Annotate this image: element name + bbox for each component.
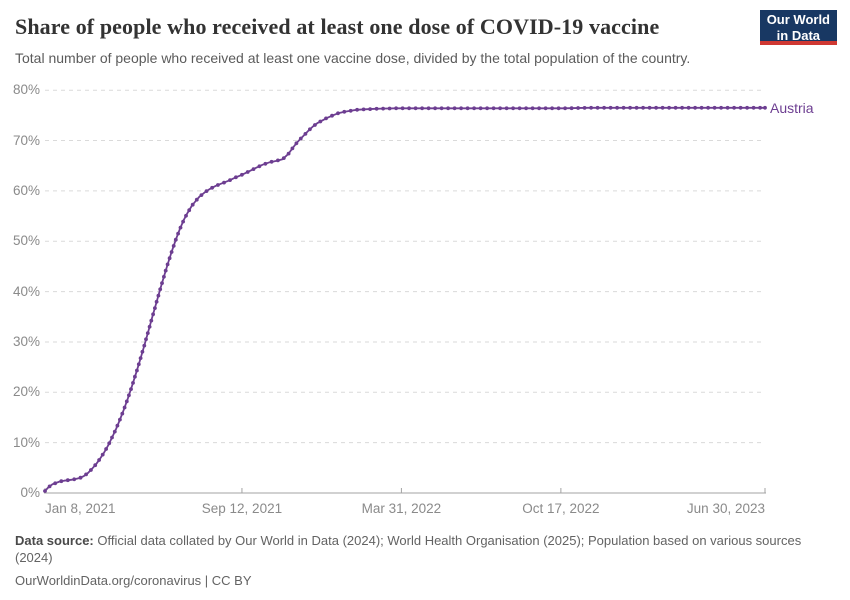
series-label-austria: Austria — [770, 99, 814, 116]
data-source-text: Official data collated by Our World in D… — [97, 533, 802, 548]
y-tick-label: 60% — [12, 182, 40, 198]
y-tick-label: 80% — [12, 82, 40, 98]
y-tick-label: 20% — [12, 384, 40, 400]
owid-logo-line1: Our World — [766, 12, 830, 27]
x-tick-label: Sep 12, 2021 — [201, 501, 283, 516]
owid-logo[interactable]: Our World in Data — [759, 10, 837, 45]
data-source-line2: (2024) — [15, 550, 53, 565]
x-tick-label: Jan 8, 2021 — [45, 501, 116, 516]
y-tick-label: 30% — [12, 333, 40, 349]
y-tick-label: 50% — [12, 233, 40, 249]
chart-subtitle: Total number of people who received at l… — [15, 50, 691, 66]
page-title: Share of people who received at least on… — [15, 14, 660, 39]
owid-logo-line2: in Data — [776, 28, 821, 43]
y-tick-label: 10% — [12, 434, 40, 450]
data-source-label: Data source: — [15, 533, 94, 548]
x-tick-label: Mar 31, 2022 — [361, 501, 442, 516]
license-note: OurWorldinData.org/coronavirus | CC BY — [15, 573, 252, 588]
y-tick-label: 40% — [12, 283, 40, 299]
series-markers — [43, 105, 767, 493]
chart-footer: Data source: Official data collated by O… — [15, 532, 815, 589]
y-tick-label: 0% — [20, 485, 40, 500]
data-source-line: Data source: Official data collated by O… — [15, 532, 815, 549]
y-tick-label: 70% — [12, 132, 40, 148]
x-tick-label: Jun 30, 2023 — [686, 501, 765, 516]
x-tick-label: Oct 17, 2022 — [522, 501, 600, 516]
series-line[interactable] — [44, 106, 766, 492]
